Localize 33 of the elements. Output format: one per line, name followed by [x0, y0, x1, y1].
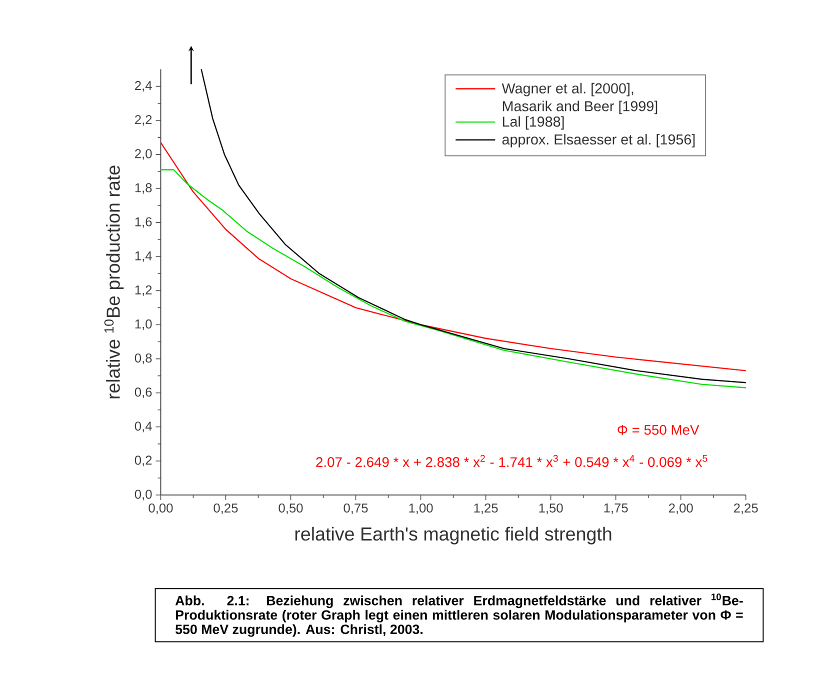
line-series [200, 68, 746, 384]
y-tick-label: 0,2 [134, 456, 152, 466]
x-tick-label: 0,00 [148, 503, 173, 514]
y-tick-label: 0,6 [134, 388, 152, 398]
y-tick-label: 2,2 [135, 115, 152, 126]
x-tick-label: 1,75 [604, 503, 628, 514]
y-tick-label: 0,8 [134, 353, 152, 364]
x-tick-label: 1,25 [474, 503, 498, 514]
x-tick-label: 1,00 [409, 503, 433, 514]
line-series [160, 169, 746, 388]
y-tick-label: 1,8 [135, 183, 152, 194]
legend-label: Lal [1988] [502, 116, 564, 130]
x-tick-label: 2,25 [734, 503, 758, 514]
annotation: Φ = 550 MeV [618, 424, 700, 435]
x-tick-label: 2,00 [668, 503, 693, 514]
y-axis-title: relative $^{10}$Be production rate [104, 166, 124, 398]
y-tick-label: 1,0 [135, 319, 152, 330]
y-tick-label: 1,4 [135, 251, 152, 262]
x-tick-label: 0,50 [278, 503, 303, 514]
x-axis-title: relative Earth's magnetic field strength [295, 526, 612, 544]
y-tick-label: 0,0 [134, 490, 152, 500]
x-tick-label: 0,75 [344, 503, 368, 514]
x-tick-label: 1,50 [539, 503, 563, 514]
y-tick-label: 1,6 [135, 217, 152, 228]
y-tick-label: 2,0 [135, 149, 152, 160]
caption: Abb. 2.1: Beziehung zwischen relativer Erdmagnetfeldstärke und relativer $^{10}$Be-Produktionsrate (roter Graph legt einen mittleren solaren Modulationsparameter von Φ = 550 MeV zugrunde). Aus: Christl, 2003. [175, 594, 743, 637]
y-tick-label: 1,2 [135, 285, 152, 296]
legend-label: approx. Elsaesser et al. [1956] [502, 134, 695, 148]
x-tick-label: 0,25 [214, 503, 238, 514]
y-tick-label: 0,4 [134, 422, 152, 432]
y-tick-label: 2,4 [135, 81, 152, 92]
annotation: 2.07 - 2.649 * x + 2.838 * x$^{2}$ - 1.741 * x$^{3}$ + 0.549 * x$^{4}$ - 0.069 * x$^{5}$ [316, 454, 708, 468]
legend-label: Wagner et al. [2000], Masarik and Beer [1999] [502, 82, 658, 114]
